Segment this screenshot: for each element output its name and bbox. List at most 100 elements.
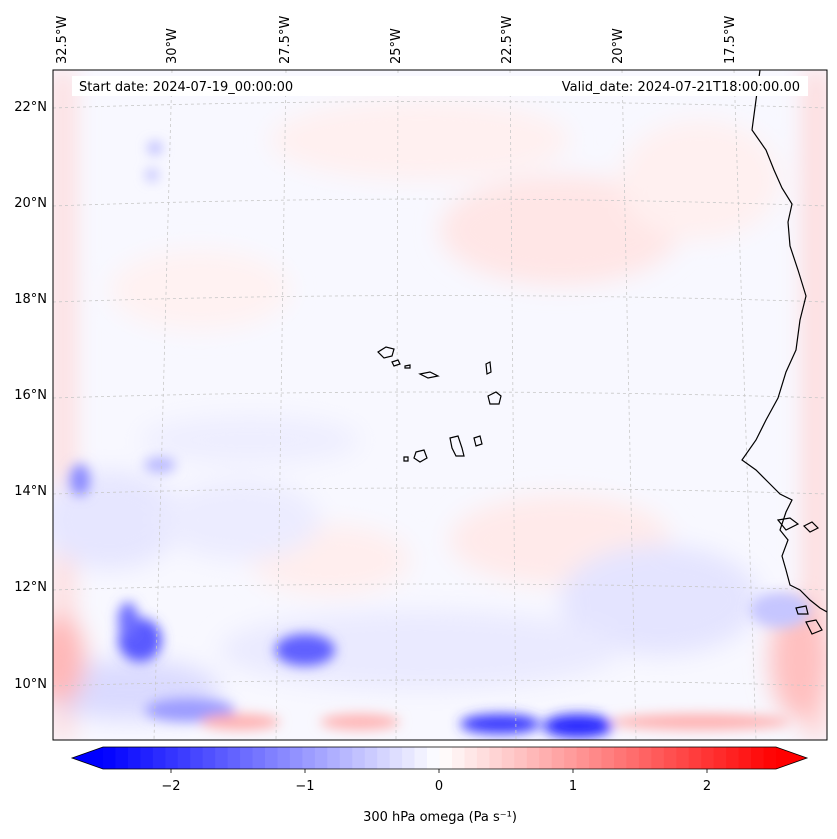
colorbar-ticks xyxy=(170,769,708,773)
colorbar-segment xyxy=(676,747,690,769)
colorbar-segment xyxy=(427,747,441,769)
colorbar-segment xyxy=(451,747,466,769)
colorbar-segment xyxy=(763,747,777,769)
coastlines xyxy=(377,70,827,635)
colorbar-segment xyxy=(339,747,353,769)
colorbar-segment xyxy=(589,747,603,769)
cape-verde-brava xyxy=(403,456,409,462)
colorbar-tick-label: 2 xyxy=(703,779,711,794)
lat-label: 12°N xyxy=(14,580,47,595)
colorbar-segments xyxy=(103,747,777,769)
colorbar-segment xyxy=(476,747,490,769)
gridline-lon-25 xyxy=(395,70,399,740)
start-date-label: Start date: 2024-07-19_00:00:00 xyxy=(79,80,293,95)
colorbar-tick-label: −2 xyxy=(161,779,180,794)
gridline-lon-27-5 xyxy=(275,70,287,740)
colorbar-segment xyxy=(314,747,328,769)
colorbar-segment xyxy=(240,747,254,769)
longitude-labels: 32.5°W 30°W 27.5°W 25°W 22.5°W 20°W 17.5… xyxy=(55,16,738,64)
cape-verde-fogo xyxy=(413,449,428,463)
cape-verde-santa-luzia xyxy=(404,364,411,369)
colorbar-segment xyxy=(414,747,428,769)
colorbar-segment xyxy=(152,747,166,769)
lon-label: 27.5°W xyxy=(278,16,293,64)
lat-label: 14°N xyxy=(14,484,47,499)
lat-label: 10°N xyxy=(14,677,47,692)
colorbar-segment xyxy=(352,747,366,769)
cape-verde-boa-vista xyxy=(487,391,502,405)
lon-label: 30°W xyxy=(165,28,180,64)
colorbar-segment xyxy=(576,747,590,769)
gridline-lat-20 xyxy=(53,198,827,207)
lat-label: 22°N xyxy=(14,100,47,115)
lon-label: 22.5°W xyxy=(500,16,515,64)
colorbar-segment xyxy=(265,747,279,769)
colorbar-segment xyxy=(202,747,216,769)
colorbar-segment xyxy=(215,747,229,769)
gridline-lat-10 xyxy=(53,679,827,687)
colorbar-segment xyxy=(514,747,528,769)
valid-date-label: Valid_date: 2024-07-21T18:00:00.00 xyxy=(562,80,800,95)
colorbar-segment xyxy=(613,747,628,769)
colorbar-segment xyxy=(526,747,540,769)
colorbar-segment xyxy=(564,747,578,769)
lon-label: 17.5°W xyxy=(723,16,738,64)
africa-coastline xyxy=(741,70,827,613)
colorbar-segment xyxy=(651,747,665,769)
colorbar-segment xyxy=(252,747,266,769)
colorbar-segment xyxy=(601,747,615,769)
colorbar-segment xyxy=(190,747,204,769)
colorbar-segment xyxy=(464,747,478,769)
colorbar-segment xyxy=(751,747,765,769)
gridline-lon-17-5 xyxy=(733,70,757,740)
omega-field xyxy=(53,70,827,740)
colorbar-tick-label: −1 xyxy=(295,779,314,794)
colorbar-segment xyxy=(539,747,553,769)
map-panel xyxy=(53,70,827,740)
colorbar-segment xyxy=(327,747,341,769)
colorbar-segment xyxy=(701,747,715,769)
colorbar-segment xyxy=(103,747,117,769)
colorbar-segment xyxy=(626,747,640,769)
colorbar-segment xyxy=(377,747,391,769)
gridline-lon-20 xyxy=(621,70,637,740)
gridline-lon-30 xyxy=(153,70,173,740)
colorbar-segment xyxy=(439,747,453,769)
colorbar-segment xyxy=(551,747,565,769)
gridline-lat-18 xyxy=(53,295,827,303)
colorbar-extend-min xyxy=(72,747,103,769)
date-header-box xyxy=(72,76,808,96)
cape-verde-sao-nicolau xyxy=(418,371,440,379)
graticule xyxy=(53,70,827,740)
map-frame xyxy=(52,69,828,741)
cape-verde-sao-vicente xyxy=(391,359,401,367)
colorbar-segment xyxy=(127,747,141,769)
colorbar-label: 300 hPa omega (Pa s⁻¹) xyxy=(363,810,517,825)
colorbar-segment xyxy=(489,747,503,769)
colorbar-extend-max xyxy=(776,747,807,769)
gridline-lat-22 xyxy=(53,101,827,109)
colorbar-segment xyxy=(177,747,191,769)
cape-verde-maio xyxy=(473,435,483,447)
colorbar-segment xyxy=(713,747,727,769)
colorbar-segment xyxy=(165,747,179,769)
colorbar-segment xyxy=(115,747,129,769)
colorbar-segment xyxy=(302,747,316,769)
lat-label: 16°N xyxy=(14,388,47,403)
colorbar-segment xyxy=(227,747,241,769)
cape-verde-santiago xyxy=(449,435,465,457)
colorbar-segment xyxy=(364,747,378,769)
cape-verde-santo-antao xyxy=(377,346,395,359)
colorbar-segment xyxy=(402,747,416,769)
colorbar-segment xyxy=(277,747,291,769)
colorbar-segment xyxy=(140,747,154,769)
colorbar-tick-label: 1 xyxy=(569,779,577,794)
latitude-labels: 22°N 20°N 18°N 16°N 14°N 12°N 10°N xyxy=(14,100,47,692)
gridline-lat-14 xyxy=(53,487,827,495)
lat-label: 18°N xyxy=(14,292,47,307)
cape-verde-sal xyxy=(485,361,492,375)
lon-label: 32.5°W xyxy=(55,16,70,64)
colorbar-segment xyxy=(501,747,515,769)
lon-label: 25°W xyxy=(389,28,404,64)
colorbar-segment xyxy=(638,747,652,769)
